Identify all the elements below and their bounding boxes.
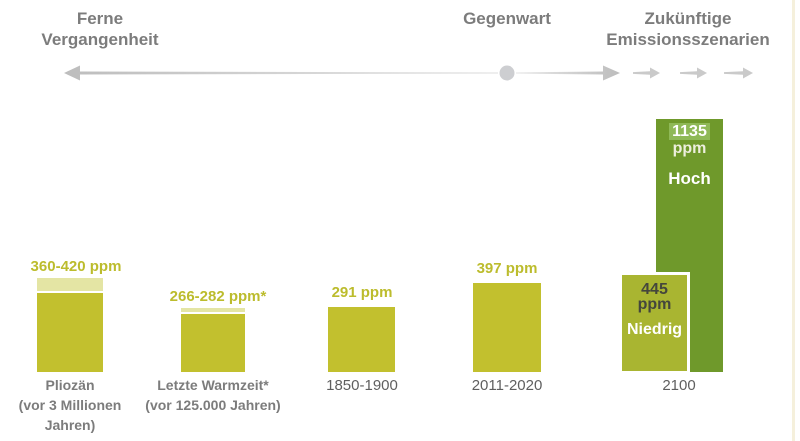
scenario-low-name: Niedrig	[626, 321, 683, 338]
category-label-1850-1900: 1850-1900	[326, 377, 398, 394]
future-dash-arrow-icon	[633, 67, 660, 79]
value-label-pliozaen: 360-420 ppm	[30, 258, 122, 275]
past-arrow-icon	[64, 65, 498, 81]
category-label-pliozaen: Pliozän (vor 3 Millionen Jahren)	[18, 377, 122, 433]
bar-pliozaen	[37, 293, 103, 372]
scenario-high-value: 1135	[669, 123, 710, 140]
bar-pliozaen-range-cap	[37, 278, 103, 291]
future-dash-arrow-icon	[724, 67, 753, 79]
scenario-high-name: Hoch	[668, 169, 711, 188]
timeline-label-future: Zukünftige Emissionsszenarien	[606, 9, 770, 49]
bar-warmzeit-range-cap	[181, 308, 245, 312]
category-label-warmzeit: Letzte Warmzeit* (vor 125.000 Jahren)	[145, 377, 281, 413]
bar-2011-2020	[473, 283, 541, 372]
bar-1850-1900	[328, 307, 395, 372]
category-label-2100: 2100	[662, 377, 696, 394]
present-dot-icon	[499, 65, 515, 81]
future-dash-arrow-icon	[680, 67, 707, 79]
timeline-label-present: Gegenwart	[463, 9, 551, 28]
timeline-label-past: Ferne Vergangenheit	[41, 9, 159, 49]
value-label-warmzeit: 266-282 ppm*	[169, 288, 267, 305]
category-label-2011-2020: 2011-2020	[471, 377, 543, 394]
value-label-1850-1900: 291 ppm	[331, 284, 393, 301]
bar-2100-niedrig: 445 ppm Niedrig	[619, 272, 690, 374]
future-arrow-icon	[516, 65, 620, 81]
scenario-low-value: 445	[641, 281, 668, 298]
page-edge-stripe	[792, 0, 795, 441]
bar-warmzeit	[181, 314, 245, 372]
scenario-high-unit: ppm	[672, 140, 707, 157]
scenario-low-unit: ppm	[637, 296, 672, 313]
value-label-2011-2020: 397 ppm	[476, 260, 538, 277]
timeline-arrow	[64, 65, 753, 81]
